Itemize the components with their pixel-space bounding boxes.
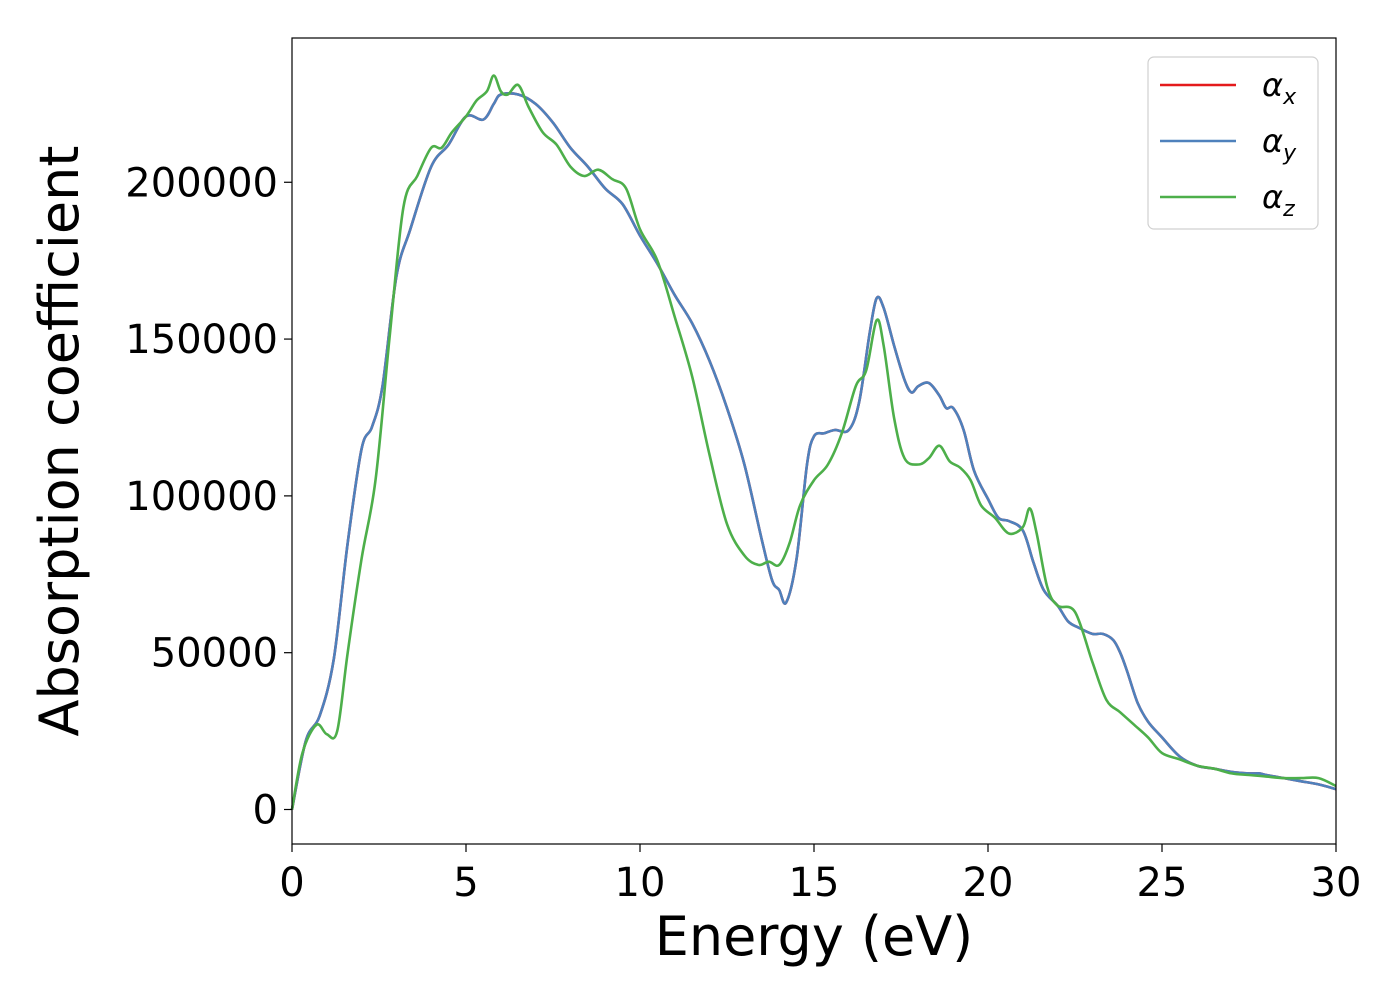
x-axis-ticks: 0 5 10 15 20 25 30 [279, 844, 1361, 906]
x-tick-label: 15 [789, 860, 840, 906]
legend-label-main: α [1262, 122, 1283, 160]
x-tick-label: 20 [963, 860, 1014, 906]
legend-box [1147, 56, 1319, 230]
y-tick-label: 100000 [125, 474, 278, 520]
legend-label-x: αx [1262, 66, 1297, 110]
legend-label-subscript: x [1282, 85, 1297, 110]
x-axis-title: Energy (eV) [655, 905, 974, 968]
x-tick-label: 30 [1311, 860, 1362, 906]
y-tick-label: 150000 [125, 317, 278, 363]
legend-label-subscript: z [1282, 197, 1295, 222]
x-tick-label: 10 [615, 860, 666, 906]
y-tick-label: 0 [253, 788, 278, 834]
legend-label-main: α [1262, 178, 1283, 216]
legend-label-y: αy [1262, 122, 1297, 166]
legend-label-main: α [1262, 66, 1283, 104]
y-tick-label: 200000 [125, 160, 278, 206]
legend-label-z: αz [1262, 178, 1295, 222]
series-line-y [290, 92, 1337, 810]
y-axis-ticks: 0 50000 100000 150000 200000 [125, 160, 292, 834]
x-tick-label: 25 [1137, 860, 1188, 906]
y-tick-label: 50000 [151, 631, 278, 677]
x-tick-label: 5 [453, 860, 478, 906]
legend-label-subscript: y [1282, 141, 1297, 166]
series-line-z [290, 74, 1337, 810]
x-tick-label: 0 [279, 860, 304, 906]
series-layer [290, 74, 1337, 810]
y-axis-title: Absorption coefficient [28, 146, 91, 737]
